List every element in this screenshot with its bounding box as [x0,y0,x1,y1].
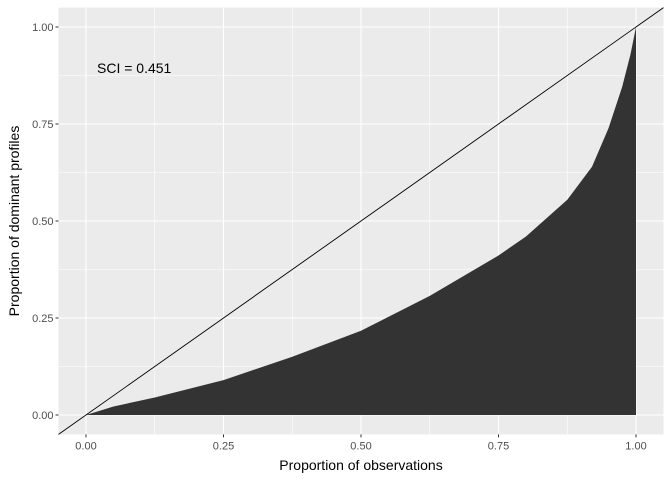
y-tick-label: 0.75 [32,119,53,131]
y-axis-title: Proportion of dominant profiles [6,126,22,317]
x-tick-label: 0.75 [488,440,509,452]
y-tick-label: 0.50 [32,216,53,228]
x-tick-label: 1.00 [625,440,646,452]
ticks: 0.00 0.25 0.50 0.75 1.00 0.00 0.25 0.50 0.75 1.00 [32,22,647,452]
reference-line [58,7,664,435]
sci-annotation: SCI = 0.451 [97,60,172,76]
y-tick-label: 0.25 [32,313,53,325]
y-tick-label: 0.00 [32,410,53,422]
x-axis-title: Proportion of observations [279,457,442,473]
x-tick-label: 0.50 [350,440,371,452]
y-tick-label: 1.00 [32,22,53,34]
x-tick-label: 0.00 [75,440,96,452]
curve-area [86,27,636,415]
x-tick-label: 0.25 [213,440,234,452]
